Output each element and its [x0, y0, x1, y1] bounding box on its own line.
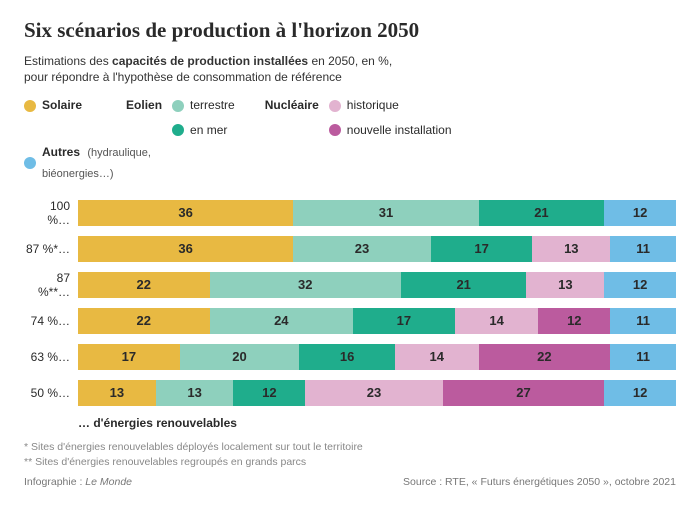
chart-title: Six scénarios de production à l'horizon …	[24, 18, 676, 43]
bar-segment-eolien_mer: 17	[353, 308, 455, 334]
bar-label: 87 %*…	[24, 242, 78, 256]
bar-row: 50 %…131312232712	[24, 378, 676, 408]
subtitle-pre: Estimations des	[24, 54, 112, 68]
bar-segment-autres: 12	[604, 200, 676, 226]
bar-row: 63 %…172016142211	[24, 342, 676, 372]
stacked-bar-chart: 100 %…3631211287 %*…362317131187 %**…223…	[24, 198, 676, 408]
legend-dot-solaire	[24, 100, 36, 112]
bar-segment-eolien_mer: 16	[299, 344, 395, 370]
legend-item-autres: Autres (hydraulique, biéonergies…)	[24, 142, 151, 183]
bar-segment-eolien_mer: 17	[431, 236, 533, 262]
legend-item: en mer	[172, 120, 235, 140]
legend-item: nouvelle installation	[329, 120, 452, 140]
bar-segment-autres: 11	[610, 308, 676, 334]
legend-head: Nucléaire	[265, 95, 319, 115]
bar: 131312232712	[78, 380, 676, 406]
bar-segment-autres: 11	[610, 344, 676, 370]
bar-segment-autres: 12	[604, 272, 676, 298]
legend-label: nouvelle installation	[347, 120, 452, 140]
bar-segment-nuc_new: 27	[443, 380, 604, 406]
legend-item: historique	[329, 95, 452, 115]
legend-dot	[172, 100, 184, 112]
bar-segment-nuc_new: 12	[538, 308, 610, 334]
bar-segment-nuc_new: 22	[479, 344, 611, 370]
bar: 172016142211	[78, 344, 676, 370]
bar-segment-eolien_terrestre: 24	[210, 308, 354, 334]
footnote: * Sites d'énergies renouvelables déployé…	[24, 440, 676, 455]
bar-label: 74 %…	[24, 314, 78, 328]
legend-label: terrestre	[190, 95, 235, 115]
bar-label: 63 %…	[24, 350, 78, 364]
credits: Infographie : Le Monde Source : RTE, « F…	[24, 476, 676, 488]
bar-segment-solaire: 13	[78, 380, 156, 406]
bar-label: 50 %…	[24, 386, 78, 400]
legend-label: historique	[347, 95, 399, 115]
bar-segment-autres: 11	[610, 236, 676, 262]
chart-subtitle: Estimations des capacités de production …	[24, 53, 676, 85]
bar-segment-eolien_terrestre: 20	[180, 344, 300, 370]
bar-segment-solaire: 17	[78, 344, 180, 370]
legend-label: en mer	[190, 120, 227, 140]
bar-segment-nuc_hist: 23	[305, 380, 443, 406]
bar-segment-eolien_mer: 21	[479, 200, 605, 226]
bar-segment-eolien_mer: 21	[401, 272, 527, 298]
bar-segment-eolien_terrestre: 13	[156, 380, 234, 406]
bar-row: 100 %…36312112	[24, 198, 676, 228]
bar: 222417141211	[78, 308, 676, 334]
legend-dot	[329, 124, 341, 136]
bar-segment-eolien_terrestre: 23	[293, 236, 431, 262]
bar-segment-solaire: 36	[78, 200, 293, 226]
legend-dot	[329, 100, 341, 112]
bar: 3623171311	[78, 236, 676, 262]
bar: 36312112	[78, 200, 676, 226]
bar: 2232211312	[78, 272, 676, 298]
subtitle-bold: capacités de production installées	[112, 54, 308, 68]
legend-dot-autres	[24, 157, 36, 169]
bar-label: 100 %…	[24, 199, 78, 227]
footnote: ** Sites d'énergies renouvelables regrou…	[24, 455, 676, 470]
bar-segment-nuc_hist: 13	[532, 236, 610, 262]
bar-segment-autres: 12	[604, 380, 676, 406]
credit-left: Infographie : Le Monde	[24, 476, 132, 488]
legend-item: terrestre	[172, 95, 235, 115]
credit-right: Source : RTE, « Futurs énergétiques 2050…	[403, 476, 676, 488]
bar-segment-nuc_hist: 14	[455, 308, 539, 334]
legend-head-solaire: Solaire	[42, 95, 82, 115]
bar-segment-solaire: 22	[78, 272, 210, 298]
bar-row: 87 %*…3623171311	[24, 234, 676, 264]
bar-segment-eolien_terrestre: 31	[293, 200, 478, 226]
bar-segment-nuc_hist: 13	[526, 272, 604, 298]
bar-row: 74 %…222417141211	[24, 306, 676, 336]
bar-segment-nuc_hist: 14	[395, 344, 479, 370]
legend-head: Eolien	[126, 95, 162, 115]
bar-segment-solaire: 22	[78, 308, 210, 334]
bar-row: 87 %**…2232211312	[24, 270, 676, 300]
axis-label: … d'énergies renouvelables	[78, 416, 676, 430]
bar-label: 87 %**…	[24, 271, 78, 299]
bar-segment-eolien_mer: 12	[233, 380, 305, 406]
legend: Solaire Eolien terrestre en mer Nucléaire his…	[24, 95, 676, 183]
footnotes: * Sites d'énergies renouvelables déployé…	[24, 440, 676, 470]
bar-segment-eolien_terrestre: 32	[210, 272, 401, 298]
bar-segment-solaire: 36	[78, 236, 293, 262]
legend-dot	[172, 124, 184, 136]
legend-head-autres: Autres	[42, 145, 80, 159]
